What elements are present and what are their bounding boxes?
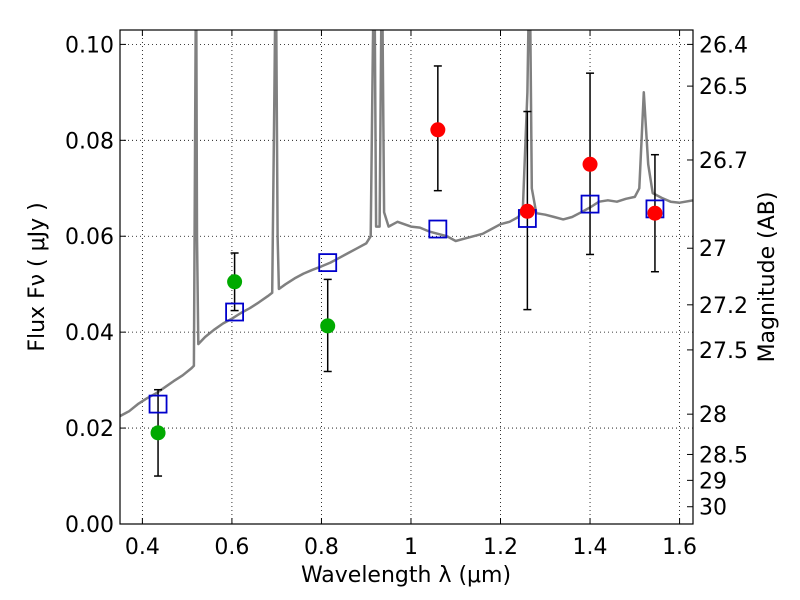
red-data-point	[582, 156, 598, 172]
spectrum-layer	[120, 30, 693, 418]
spectrum-line	[120, 30, 693, 418]
y-tick-label: 0.06	[65, 225, 114, 250]
magnitude-tick-label: 30	[699, 496, 727, 521]
x-tick-label: 0.4	[125, 535, 160, 560]
y-tick-label: 0.04	[65, 321, 114, 346]
magnitude-tick-label: 26.4	[699, 33, 748, 58]
red-data-point	[519, 203, 535, 219]
model-square-marker	[428, 219, 448, 239]
x-tick-label: 0.8	[304, 535, 339, 560]
y-tick-label: 0.08	[65, 129, 114, 154]
x-tick-label: 1.4	[573, 535, 608, 560]
plot-frame	[119, 29, 694, 525]
magnitude-tick-label: 26.7	[699, 149, 748, 174]
red-data-point	[647, 205, 663, 221]
magnitude-tick-label: 27	[699, 237, 727, 262]
marker-layer	[148, 65, 665, 477]
magnitude-tick-label: 29	[699, 469, 727, 494]
green-data-point	[150, 425, 166, 441]
magnitude-tick-label: 27.2	[699, 294, 748, 319]
magnitude-axis-title: Magnitude (AB)	[755, 192, 780, 363]
green-data-point	[227, 274, 243, 290]
model-square-marker	[225, 302, 245, 322]
y-axis-title: Flux Fν ( μJy )	[25, 202, 50, 351]
ticks: 0.4 0.6 0.8 1 1.2 1.4 1.6 0.00 0.02 0.04 0.06 0.08 0…	[65, 30, 748, 560]
red-data-point	[430, 122, 446, 138]
y-tick-label: 0.02	[65, 417, 114, 442]
grid	[120, 30, 693, 525]
x-axis-title: Wavelength λ (μm)	[301, 563, 511, 588]
x-tick-label: 1	[404, 535, 418, 560]
x-tick-label: 0.6	[214, 535, 249, 560]
model-square-marker	[148, 394, 168, 414]
green-data-point	[320, 318, 336, 334]
x-tick-label: 1.6	[662, 535, 697, 560]
magnitude-tick-label: 26.5	[699, 75, 748, 100]
magnitude-tick-label: 28	[699, 403, 727, 428]
magnitude-tick-label: 27.5	[699, 339, 748, 364]
y-tick-label: 0.00	[65, 513, 114, 538]
magnitude-tick-label: 28.5	[699, 443, 748, 468]
x-tick-label: 1.2	[483, 535, 518, 560]
y-tick-label: 0.10	[65, 33, 114, 58]
model-square-marker	[318, 253, 338, 273]
model-square-marker	[580, 194, 600, 214]
